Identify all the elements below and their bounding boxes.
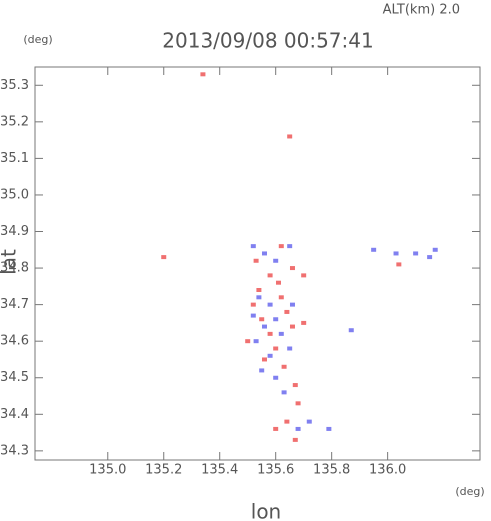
x-axis-label: lon (251, 500, 281, 521)
echo-point (256, 295, 262, 300)
echo-point (261, 251, 267, 256)
y-tick-label: 35.0 (0, 187, 29, 202)
echo-point (259, 317, 265, 322)
echo-point (273, 317, 279, 322)
echo-point (261, 357, 267, 362)
echo-point (273, 375, 279, 380)
echo-point (261, 324, 267, 329)
echo-point (427, 255, 433, 260)
y-tick-label: 34.9 (0, 224, 29, 239)
echo-point (413, 251, 419, 256)
echo-point (292, 383, 298, 388)
echo-point (256, 288, 262, 293)
echo-point (281, 390, 287, 395)
echo-point (348, 328, 354, 333)
x-tick-label: 135.8 (313, 463, 350, 478)
echo-point (250, 313, 256, 318)
y-tick-label: 35.2 (0, 114, 29, 129)
x-tick-label: 135.6 (257, 463, 294, 478)
echo-point (432, 247, 438, 252)
echo-point (278, 295, 284, 300)
subtitle: ALT(km) 2.0 (383, 3, 460, 18)
echo-point (289, 324, 295, 329)
echo-point (292, 437, 298, 442)
echo-point (301, 273, 307, 278)
echo-point (250, 302, 256, 307)
x-tick-label: 136.0 (369, 463, 406, 478)
echo-point (301, 320, 307, 325)
echo-point (284, 309, 290, 314)
echo-point (393, 251, 399, 256)
chart-title: 2013/09/08 00:57:41 (162, 29, 373, 53)
echo-point (273, 258, 279, 263)
echo-point (259, 368, 265, 373)
echo-point (267, 273, 273, 278)
echo-point (287, 346, 293, 351)
echo-point (396, 262, 402, 267)
echo-point (287, 244, 293, 249)
echo-point (287, 134, 293, 139)
echo-point (278, 331, 284, 336)
echo-point (273, 346, 279, 351)
echo-point (371, 247, 377, 252)
echo-point (281, 364, 287, 369)
echo-point (253, 258, 259, 263)
echo-point (289, 302, 295, 307)
y-tick-label: 35.1 (0, 151, 29, 166)
y-axis-label: lat (0, 249, 21, 275)
echo-point (278, 244, 284, 249)
echo-point (306, 419, 312, 424)
x-tick-label: 135.2 (145, 463, 182, 478)
y-tick-label: 35.3 (0, 78, 29, 93)
y-tick-label: 34.7 (0, 297, 29, 312)
echo-point (326, 426, 332, 431)
echo-point (273, 426, 279, 431)
echo-point (295, 401, 301, 406)
echo-point (275, 280, 281, 285)
plot-frame (34, 66, 481, 461)
x-tick-label: 135.4 (201, 463, 238, 478)
y-tick-label: 34.8 (0, 261, 29, 276)
y-tick-label: 34.6 (0, 334, 29, 349)
echo-point (245, 339, 251, 344)
echo-point (161, 255, 167, 260)
x-unit: (deg) (455, 485, 484, 498)
echo-point (284, 419, 290, 424)
echo-point (267, 302, 273, 307)
echo-point (267, 353, 273, 358)
echo-point (250, 244, 256, 249)
x-tick-label: 135.0 (89, 463, 126, 478)
echo-point (200, 72, 206, 77)
echo-point (295, 426, 301, 431)
y-unit: (deg) (23, 33, 52, 46)
echo-point (267, 331, 273, 336)
echo-point (253, 339, 259, 344)
y-tick-label: 34.4 (0, 407, 29, 422)
y-tick-label: 34.3 (0, 443, 29, 458)
y-tick-label: 34.5 (0, 370, 29, 385)
echo-point (289, 266, 295, 271)
